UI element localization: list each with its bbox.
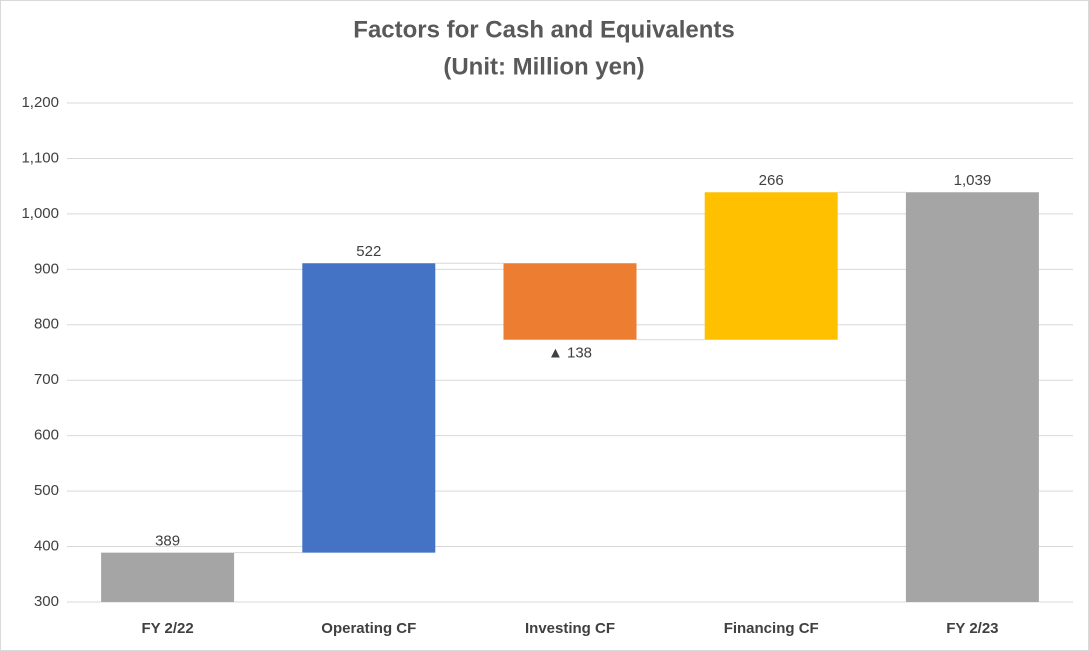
y-tick-label: 800 xyxy=(34,316,59,333)
data-label: 1,039 xyxy=(954,172,992,189)
x-tick-label: FY 2/23 xyxy=(946,620,998,637)
y-tick-label: 400 xyxy=(34,538,59,555)
data-label: ▲ 138 xyxy=(548,345,592,362)
bar xyxy=(503,263,637,340)
y-tick-label: 1,000 xyxy=(21,205,59,222)
data-label: 266 xyxy=(759,172,784,189)
y-tick-label: 900 xyxy=(34,260,59,277)
chart-title: Factors for Cash and Equivalents xyxy=(353,16,734,43)
x-tick-label: Financing CF xyxy=(724,620,819,637)
x-tick-label: Operating CF xyxy=(321,620,416,637)
y-tick-label: 600 xyxy=(34,427,59,444)
y-tick-label: 700 xyxy=(34,371,59,388)
y-tick-label: 1,100 xyxy=(21,149,59,166)
bar xyxy=(704,192,838,340)
bar xyxy=(905,192,1039,602)
data-label: 389 xyxy=(155,533,180,550)
y-tick-label: 500 xyxy=(34,482,59,499)
chart-subtitle: (Unit: Million yen) xyxy=(443,53,644,80)
x-tick-label: FY 2/22 xyxy=(141,620,193,637)
data-label: 522 xyxy=(356,243,381,260)
bar xyxy=(302,263,436,553)
x-tick-label: Investing CF xyxy=(525,620,615,637)
y-tick-label: 300 xyxy=(34,593,59,610)
y-tick-label: 1,200 xyxy=(21,94,59,111)
bar xyxy=(101,552,235,602)
